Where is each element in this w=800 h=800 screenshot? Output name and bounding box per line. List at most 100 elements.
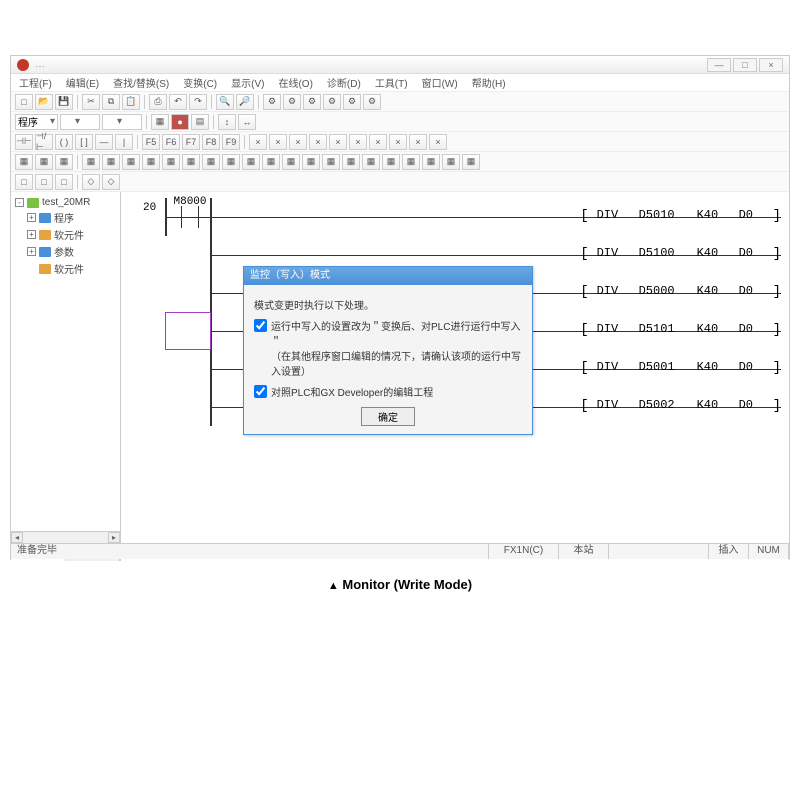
instruction-block[interactable]: [ DIV D5100 K40 D0 ]: [580, 246, 781, 262]
cut-icon[interactable]: ✂: [82, 94, 100, 110]
scroll-left-icon[interactable]: ◂: [11, 532, 23, 543]
tool-icon[interactable]: ▦: [462, 154, 480, 170]
redo-icon[interactable]: ↷: [189, 94, 207, 110]
tool-icon[interactable]: ▦: [342, 154, 360, 170]
tool-icon[interactable]: ▦: [151, 114, 169, 130]
tree-expand-icon[interactable]: +: [27, 213, 36, 222]
ladder-branch[interactable]: [ DIV D5010 K40 D0 ]: [210, 198, 781, 236]
scroll-right-icon[interactable]: ▸: [108, 532, 120, 543]
tool-icon[interactable]: □: [35, 174, 53, 190]
tool-icon[interactable]: ▦: [362, 154, 380, 170]
tool-icon[interactable]: ▦: [442, 154, 460, 170]
tool-icon[interactable]: ◇: [82, 174, 100, 190]
instruction-block[interactable]: [ DIV D5000 K40 D0 ]: [580, 284, 781, 300]
tool-icon[interactable]: ⚙: [303, 94, 321, 110]
coil-icon[interactable]: ( ): [55, 134, 73, 150]
tool-icon[interactable]: ▤: [191, 114, 209, 130]
instr-icon[interactable]: [ ]: [75, 134, 93, 150]
tool-icon[interactable]: F8: [202, 134, 220, 150]
tool-icon[interactable]: ▦: [55, 154, 73, 170]
print-icon[interactable]: ⎙: [149, 94, 167, 110]
tree-expand-icon[interactable]: +: [27, 247, 36, 256]
contact-nc-icon[interactable]: ⊣/⊢: [35, 134, 53, 150]
tool-icon[interactable]: ⚙: [283, 94, 301, 110]
tool-icon[interactable]: ⚙: [363, 94, 381, 110]
select-3[interactable]: [102, 114, 142, 130]
close-button[interactable]: ×: [759, 58, 783, 72]
line-v-icon[interactable]: |: [115, 134, 133, 150]
save-icon[interactable]: 💾: [55, 94, 73, 110]
tree-collapse-icon[interactable]: -: [15, 198, 24, 207]
tree-item-label[interactable]: 参数: [54, 244, 74, 259]
tree-expand-icon[interactable]: +: [27, 230, 36, 239]
tree-item-label[interactable]: 软元件: [54, 261, 84, 276]
menu-item[interactable]: 窗口(W): [422, 75, 458, 90]
undo-icon[interactable]: ↶: [169, 94, 187, 110]
new-icon[interactable]: □: [15, 94, 33, 110]
ladder-cursor[interactable]: [165, 312, 211, 350]
tool-icon[interactable]: ▦: [322, 154, 340, 170]
tool-icon[interactable]: ×: [389, 134, 407, 150]
zoom-in-icon[interactable]: 🔍: [216, 94, 234, 110]
tool-icon[interactable]: ▦: [262, 154, 280, 170]
tool-icon[interactable]: □: [15, 174, 33, 190]
tool-icon[interactable]: ▦: [102, 154, 120, 170]
tool-icon[interactable]: ⚙: [343, 94, 361, 110]
tool-icon[interactable]: ×: [409, 134, 427, 150]
monitor-icon[interactable]: ●: [171, 114, 189, 130]
select-2[interactable]: [60, 114, 100, 130]
tree-item-label[interactable]: 程序: [54, 210, 74, 225]
tool-icon[interactable]: F9: [222, 134, 240, 150]
tree-root[interactable]: test_20MR: [42, 197, 90, 208]
project-tree[interactable]: - test_20MR + 程序 + 软元件 + 参数 软元件: [11, 192, 120, 531]
menu-item[interactable]: 诊断(D): [327, 75, 361, 90]
tool-icon[interactable]: ×: [249, 134, 267, 150]
tool-icon[interactable]: ⚙: [263, 94, 281, 110]
tool-icon[interactable]: ⚙: [323, 94, 341, 110]
tool-icon[interactable]: ×: [289, 134, 307, 150]
tool-icon[interactable]: ▦: [35, 154, 53, 170]
tree-item-label[interactable]: 软元件: [54, 227, 84, 242]
tool-icon[interactable]: ▦: [242, 154, 260, 170]
instruction-block[interactable]: [ DIV D5001 K40 D0 ]: [580, 360, 781, 376]
menu-item[interactable]: 工具(T): [375, 75, 408, 90]
tool-icon[interactable]: ▦: [402, 154, 420, 170]
line-h-icon[interactable]: —: [95, 134, 113, 150]
tool-icon[interactable]: ▦: [422, 154, 440, 170]
tool-icon[interactable]: ×: [309, 134, 327, 150]
paste-icon[interactable]: 📋: [122, 94, 140, 110]
tool-icon[interactable]: ×: [329, 134, 347, 150]
tool-icon[interactable]: □: [55, 174, 73, 190]
instruction-block[interactable]: [ DIV D5010 K40 D0 ]: [580, 208, 781, 224]
tool-icon[interactable]: ▦: [302, 154, 320, 170]
tool-icon[interactable]: ↔: [238, 114, 256, 130]
contact-no[interactable]: M8000: [177, 206, 203, 228]
instruction-block[interactable]: [ DIV D5002 K40 D0 ]: [580, 398, 781, 414]
tool-icon[interactable]: ◇: [102, 174, 120, 190]
maximize-button[interactable]: □: [733, 58, 757, 72]
tool-icon[interactable]: ▦: [202, 154, 220, 170]
tool-icon[interactable]: ▦: [182, 154, 200, 170]
tool-icon[interactable]: ×: [349, 134, 367, 150]
tool-icon[interactable]: F7: [182, 134, 200, 150]
tool-icon[interactable]: F5: [142, 134, 160, 150]
tool-icon[interactable]: ×: [269, 134, 287, 150]
open-icon[interactable]: 📂: [35, 94, 53, 110]
tool-icon[interactable]: ▦: [122, 154, 140, 170]
ok-button[interactable]: 确定: [361, 407, 415, 426]
tool-icon[interactable]: ↕: [218, 114, 236, 130]
tool-icon[interactable]: ▦: [222, 154, 240, 170]
sidebar-scroll[interactable]: ◂ ▸: [11, 531, 120, 543]
menu-item[interactable]: 查找/替换(S): [113, 75, 169, 90]
menu-item[interactable]: 显示(V): [231, 75, 264, 90]
contact-no-icon[interactable]: ⊣⊢: [15, 134, 33, 150]
menu-item[interactable]: 工程(F): [19, 75, 52, 90]
menu-item[interactable]: 编辑(E): [66, 75, 99, 90]
tool-icon[interactable]: F6: [162, 134, 180, 150]
tool-icon[interactable]: ▦: [82, 154, 100, 170]
check-run-write[interactable]: [254, 319, 267, 332]
tool-icon[interactable]: ▦: [162, 154, 180, 170]
tool-icon[interactable]: ▦: [382, 154, 400, 170]
tool-icon[interactable]: ×: [369, 134, 387, 150]
check-compare[interactable]: [254, 385, 267, 398]
